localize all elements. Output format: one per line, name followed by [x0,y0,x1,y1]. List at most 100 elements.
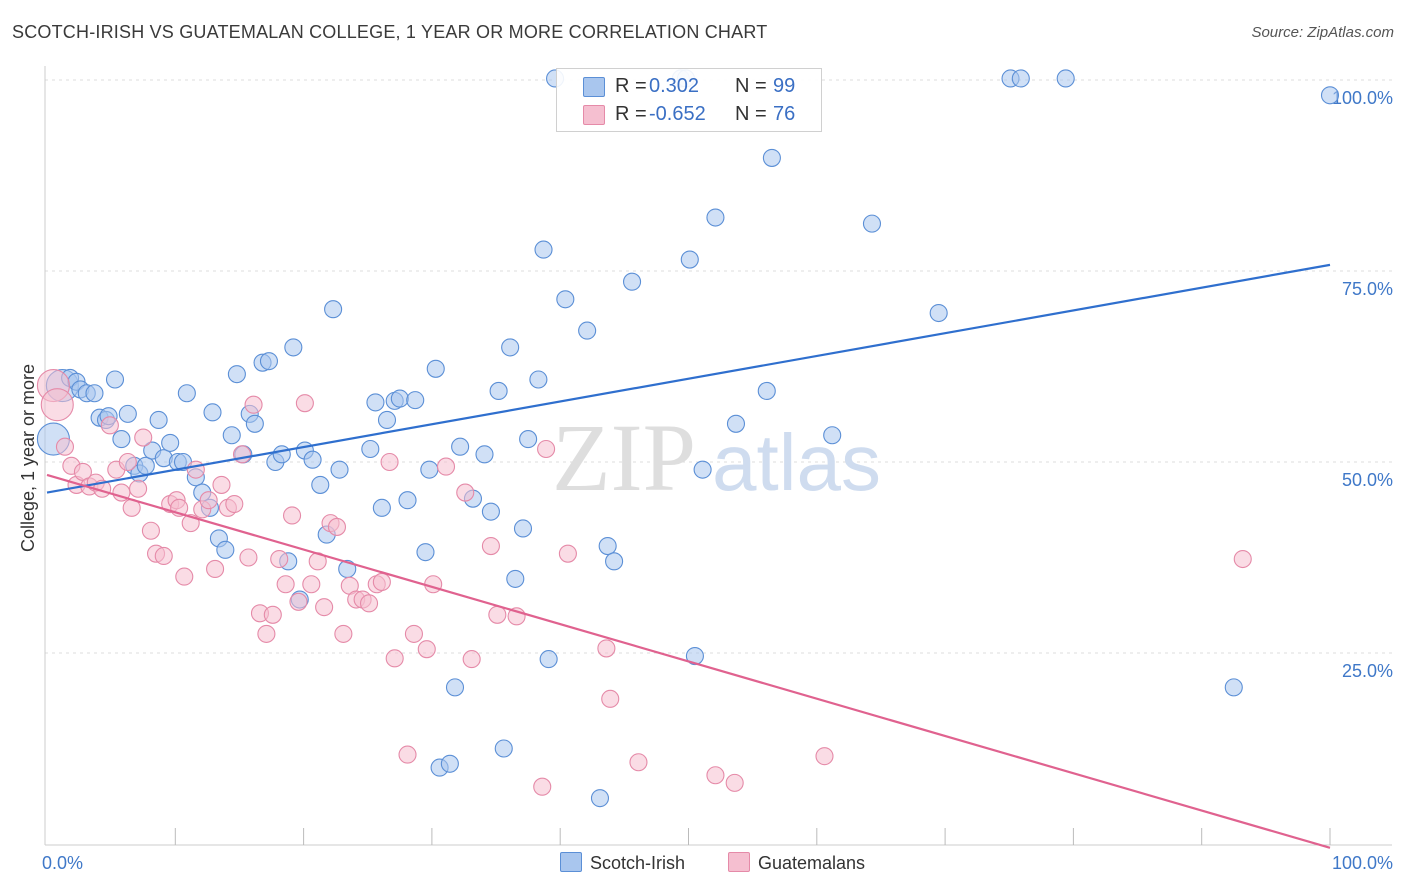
guatemalans-point [154,546,173,566]
scotch-irish-point [416,543,435,562]
legend-item-scotch-irish[interactable]: Scotch-Irish [560,852,685,874]
legend-n-label: N = [735,103,767,125]
scotch-irish-point [112,430,131,449]
x-tick-label: 100.0% [1332,853,1393,873]
guatemalans-point [488,605,507,624]
scotch-irish-point [693,460,712,479]
legend-swatch-scotch-irish [560,852,582,872]
guatemalans-point [537,439,556,459]
scotch-irish-point [451,437,470,456]
correlation-legend: R = 0.302 N = 99 R = -0.652 N = 76 [556,68,822,132]
scotch-irish-point [706,208,725,227]
scotch-irish-point [259,352,279,371]
gridlines [45,79,1392,654]
guatemalans-point [815,747,834,766]
guatemalans-point [283,506,302,525]
scotch-irish-point [245,414,264,433]
guatemalans-point [1233,549,1252,569]
guatemalans-point [199,491,218,510]
guatemalans-point [175,567,194,586]
legend-item-guatemalans[interactable]: Guatemalans [728,852,865,874]
scotch-irish-point [426,359,445,378]
y-tick-label: 75.0% [1342,279,1393,299]
guatemalans-point [100,416,119,435]
legend-label-scotch-irish: Scotch-Irish [590,853,686,873]
scotch-irish-point [590,789,610,808]
scotch-irish-point [406,391,425,410]
axes [44,66,1392,846]
legend-n-label: N = [735,75,767,97]
legend-row-guatemalans: R = -0.652 N = 76 [557,100,821,130]
scotch-irish-point [398,491,417,510]
scotch-irish-point [390,389,409,408]
guatemalans-point [212,475,231,494]
guatemalans-point [629,753,648,772]
scotch-irish-point [372,498,391,517]
scotch-irish-point [366,393,385,412]
guatemalans-point [404,624,423,643]
scotch-irish-point [578,321,597,340]
guatemalans-point [270,549,289,569]
series-guatemalans-points [36,369,1252,796]
legend-r-value: 0.302 [649,75,700,97]
scotch-irish-point [161,433,180,452]
watermark-zip: ZIP [552,404,696,511]
scotch-irish-point [489,381,508,400]
y-axis-label: College, 1 year or more [18,364,38,552]
legend-r-value: -0.652 [649,103,706,125]
scotch-irish-point [303,450,322,469]
legend-n-value: 99 [773,75,796,97]
scotch-irish-point [539,650,558,669]
guatemalans-point [462,650,481,669]
guatemalans-point [436,457,456,476]
guatemalans-point [206,559,225,579]
guatemalans-point [558,544,577,563]
guatemalans-point [186,460,205,479]
guatemalans-point [601,689,620,708]
guatemalans-point [129,479,148,498]
guatemalans-point [257,624,276,643]
series-legend: Scotch-Irish Guatemalans [0,852,1406,878]
scotch-irish-point [929,303,948,323]
chart-title: SCOTCH-IRISH VS GUATEMALAN COLLEGE, 1 YE… [12,22,768,42]
scotch-irish-point [757,381,776,400]
x-tick-label: 0.0% [42,853,83,873]
scotch-irish-point [216,540,235,559]
guatemalans-point [725,773,744,792]
scotch-irish-point [272,445,291,464]
scotch-irish-point [862,214,882,233]
guatemalans-point [315,598,334,617]
scotch-irish-point [311,475,330,494]
guatemalans-point [597,639,616,658]
scotch-irish-point [445,678,465,697]
guatemalans-point [327,517,347,536]
scotch-irish-point [222,426,241,445]
scotch-irish-point [598,536,617,556]
trend-line-scotch-irish [46,263,1331,494]
scotch-irish-point [118,404,137,423]
scotch-irish-point [534,240,553,259]
scotch-irish-point [324,300,343,319]
guatemalans-point [706,766,725,785]
guatemalans-point [533,777,552,796]
scotch-irish-point [203,403,222,422]
scotch-irish-point [685,647,704,666]
guatemalans-point [295,394,314,413]
legend-swatch-guatemalans [728,852,750,872]
guatemalans-point [385,649,404,668]
guatemalans-point [225,494,244,514]
guatemalans-point [359,594,379,613]
guatemalans-point [263,605,282,624]
scotch-irish-point [1011,69,1030,88]
legend-label-guatemalans: Guatemalans [758,853,866,873]
scotch-irish-point [494,739,513,758]
watermark: ZIP atlas [552,404,881,511]
guatemalans-point [398,745,417,764]
legend-row-scotch-irish: R = 0.302 N = 99 [557,72,821,102]
guatemalans-point [334,624,353,643]
scotch-irish-point [136,456,155,475]
guatemalans-point [417,640,436,659]
legend-r-label: R = [615,75,647,97]
guatemalans-point [456,483,475,502]
scotch-irish-point [284,338,303,357]
